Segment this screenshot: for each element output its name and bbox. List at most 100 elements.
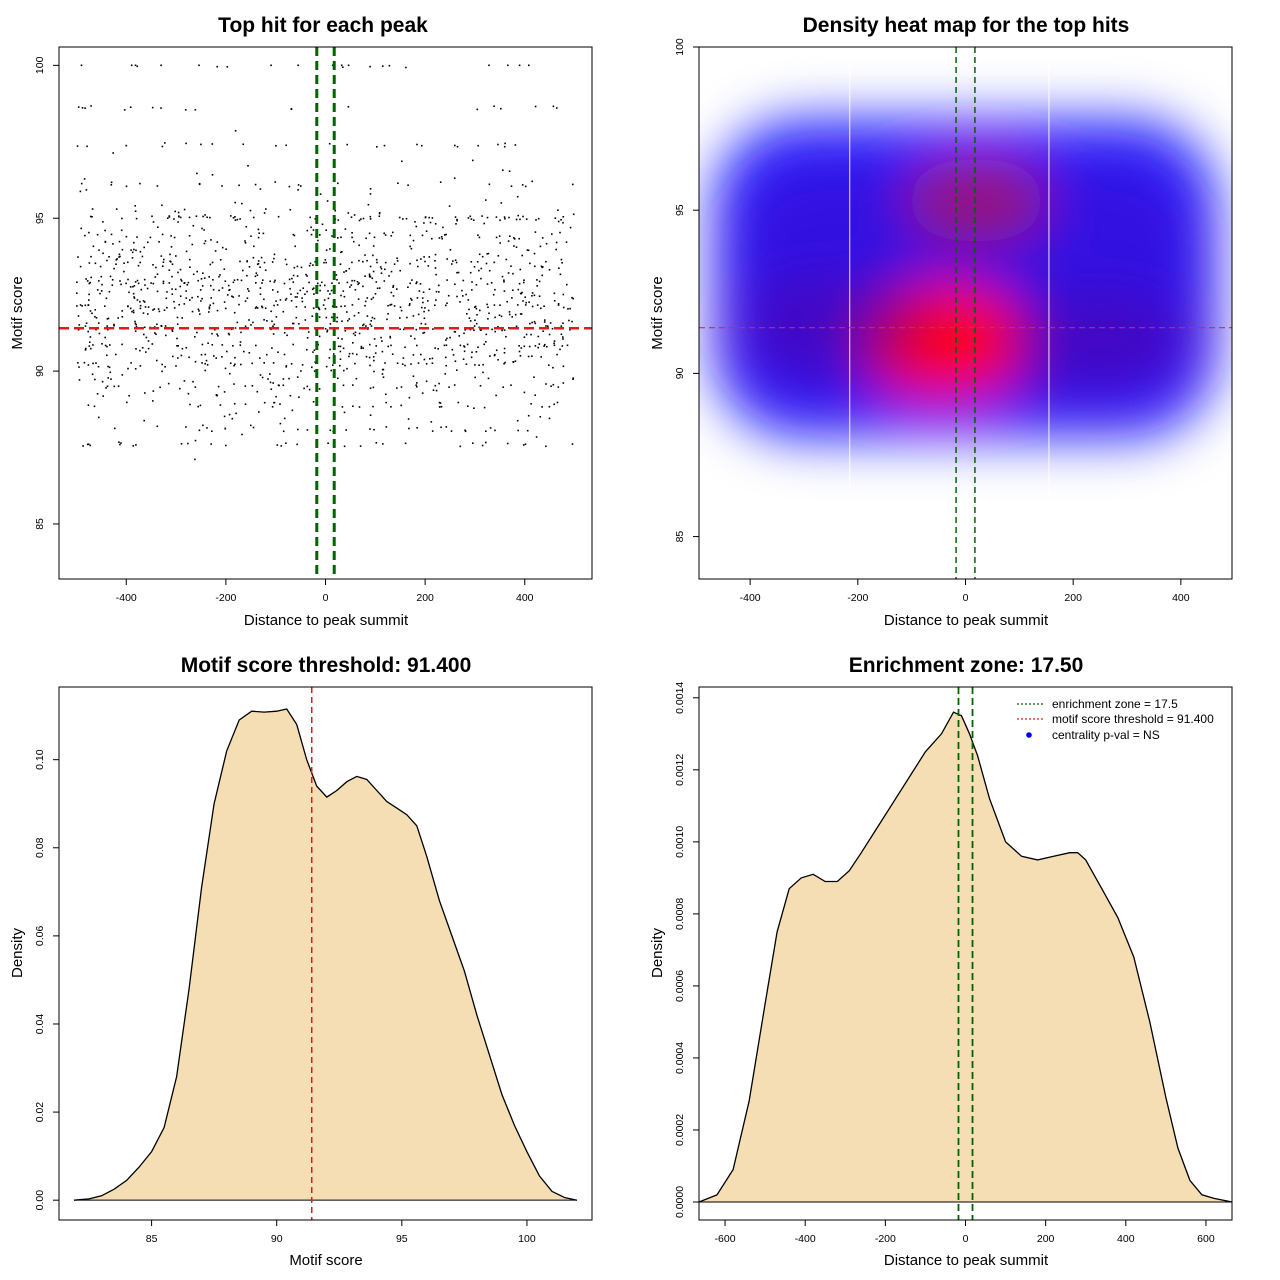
scatter-point bbox=[393, 263, 396, 265]
scatter-point bbox=[212, 288, 215, 291]
scatter-point bbox=[210, 443, 212, 445]
scatter-point bbox=[285, 365, 288, 367]
scatter-point bbox=[324, 284, 326, 287]
scatter-point bbox=[494, 429, 496, 432]
scatter-point bbox=[373, 338, 376, 340]
scatter-point bbox=[240, 279, 243, 282]
scatter-point bbox=[454, 283, 456, 286]
scatter-point bbox=[147, 241, 149, 244]
scatter-point bbox=[210, 239, 212, 241]
scatter-point bbox=[392, 284, 395, 287]
scatter-point bbox=[306, 337, 309, 339]
scatter-point bbox=[127, 261, 129, 264]
scatter-point bbox=[505, 335, 507, 338]
scatter-point bbox=[258, 232, 260, 234]
scatter-point bbox=[553, 344, 556, 347]
scatter-point bbox=[485, 333, 488, 336]
scatter-point bbox=[151, 106, 154, 109]
scatter-point bbox=[339, 358, 342, 360]
scatter-point bbox=[232, 217, 235, 219]
scatter-point bbox=[90, 105, 92, 107]
scatter-point bbox=[250, 424, 252, 427]
scatter-point bbox=[562, 216, 565, 218]
scatter-point bbox=[469, 320, 472, 322]
scatter-point bbox=[416, 386, 418, 388]
scatter-point bbox=[475, 322, 478, 325]
scatter-point bbox=[541, 237, 544, 239]
x-tick-label: 0 bbox=[963, 1233, 969, 1245]
scatter-point bbox=[96, 289, 99, 291]
scatter-point bbox=[326, 330, 328, 333]
scatter-point bbox=[239, 260, 241, 263]
scatter-point bbox=[411, 299, 413, 301]
scatter-point bbox=[421, 234, 424, 237]
scatter-point bbox=[209, 263, 212, 266]
scatter-point bbox=[204, 240, 207, 242]
scatter-point bbox=[374, 293, 377, 295]
scatter-point bbox=[187, 442, 189, 445]
scatter-point bbox=[390, 344, 392, 347]
scatter-point bbox=[153, 326, 156, 328]
scatter-point bbox=[206, 364, 209, 366]
scatter-point bbox=[180, 280, 183, 282]
scatter-point bbox=[569, 307, 571, 310]
scatter-point bbox=[273, 257, 275, 260]
scatter-point bbox=[233, 402, 236, 405]
scatter-point bbox=[354, 362, 356, 365]
heatmap-ylabel: Motif score bbox=[649, 276, 666, 349]
scatter-point bbox=[273, 281, 276, 283]
scatter-point bbox=[104, 344, 107, 347]
scatter-point bbox=[503, 145, 506, 148]
scatter-point bbox=[434, 260, 436, 262]
scatter-point bbox=[472, 219, 475, 221]
scatter-point bbox=[88, 231, 90, 234]
density-blob bbox=[1005, 292, 1196, 389]
scatter-point bbox=[144, 392, 146, 394]
scatter-point bbox=[132, 445, 135, 447]
scatter-point bbox=[99, 292, 101, 295]
scatter-point bbox=[156, 323, 158, 326]
scatter-point bbox=[110, 378, 112, 380]
scatter-point bbox=[354, 334, 356, 337]
scatter-point bbox=[562, 322, 564, 324]
scatter-point bbox=[133, 241, 135, 244]
scatter-point bbox=[251, 362, 253, 365]
scatter-point bbox=[416, 297, 419, 299]
scatter-point bbox=[456, 219, 458, 222]
scatter-point bbox=[330, 289, 333, 292]
scatter-point bbox=[434, 384, 437, 387]
scatter-point bbox=[239, 341, 242, 343]
scatter-point bbox=[171, 330, 174, 332]
scatter-point bbox=[534, 265, 536, 268]
scatter-point bbox=[269, 280, 271, 283]
scatter-point bbox=[121, 310, 123, 312]
scatter-point bbox=[275, 395, 277, 398]
scatter-point bbox=[416, 344, 418, 347]
scatter-point bbox=[421, 306, 423, 309]
scatter-point bbox=[336, 279, 338, 281]
scatter-point bbox=[77, 362, 79, 364]
scatter-point bbox=[341, 320, 343, 322]
scatter-point bbox=[76, 305, 78, 307]
scatter-point bbox=[76, 145, 79, 147]
scatter-point bbox=[530, 403, 532, 405]
scatter-point bbox=[85, 322, 88, 324]
distance-density-xlabel: Distance to peak summit bbox=[884, 1252, 1049, 1269]
scatter-point bbox=[282, 430, 285, 433]
scatter-point bbox=[396, 362, 399, 364]
scatter-point bbox=[365, 325, 367, 327]
scatter-point bbox=[83, 178, 86, 180]
scatter-point bbox=[409, 245, 411, 248]
scatter-point bbox=[390, 406, 392, 408]
scatter-point bbox=[179, 295, 182, 297]
scatter-point bbox=[388, 275, 390, 277]
scatter-point bbox=[391, 353, 394, 355]
scatter-point bbox=[263, 298, 265, 301]
scatter-point bbox=[551, 233, 553, 235]
scatter-point bbox=[223, 415, 226, 418]
scatter-ylabel: Motif score bbox=[9, 276, 26, 349]
scatter-point bbox=[385, 401, 387, 404]
scatter-point bbox=[176, 345, 178, 347]
scatter-point bbox=[533, 376, 535, 378]
scatter-point bbox=[84, 234, 86, 237]
